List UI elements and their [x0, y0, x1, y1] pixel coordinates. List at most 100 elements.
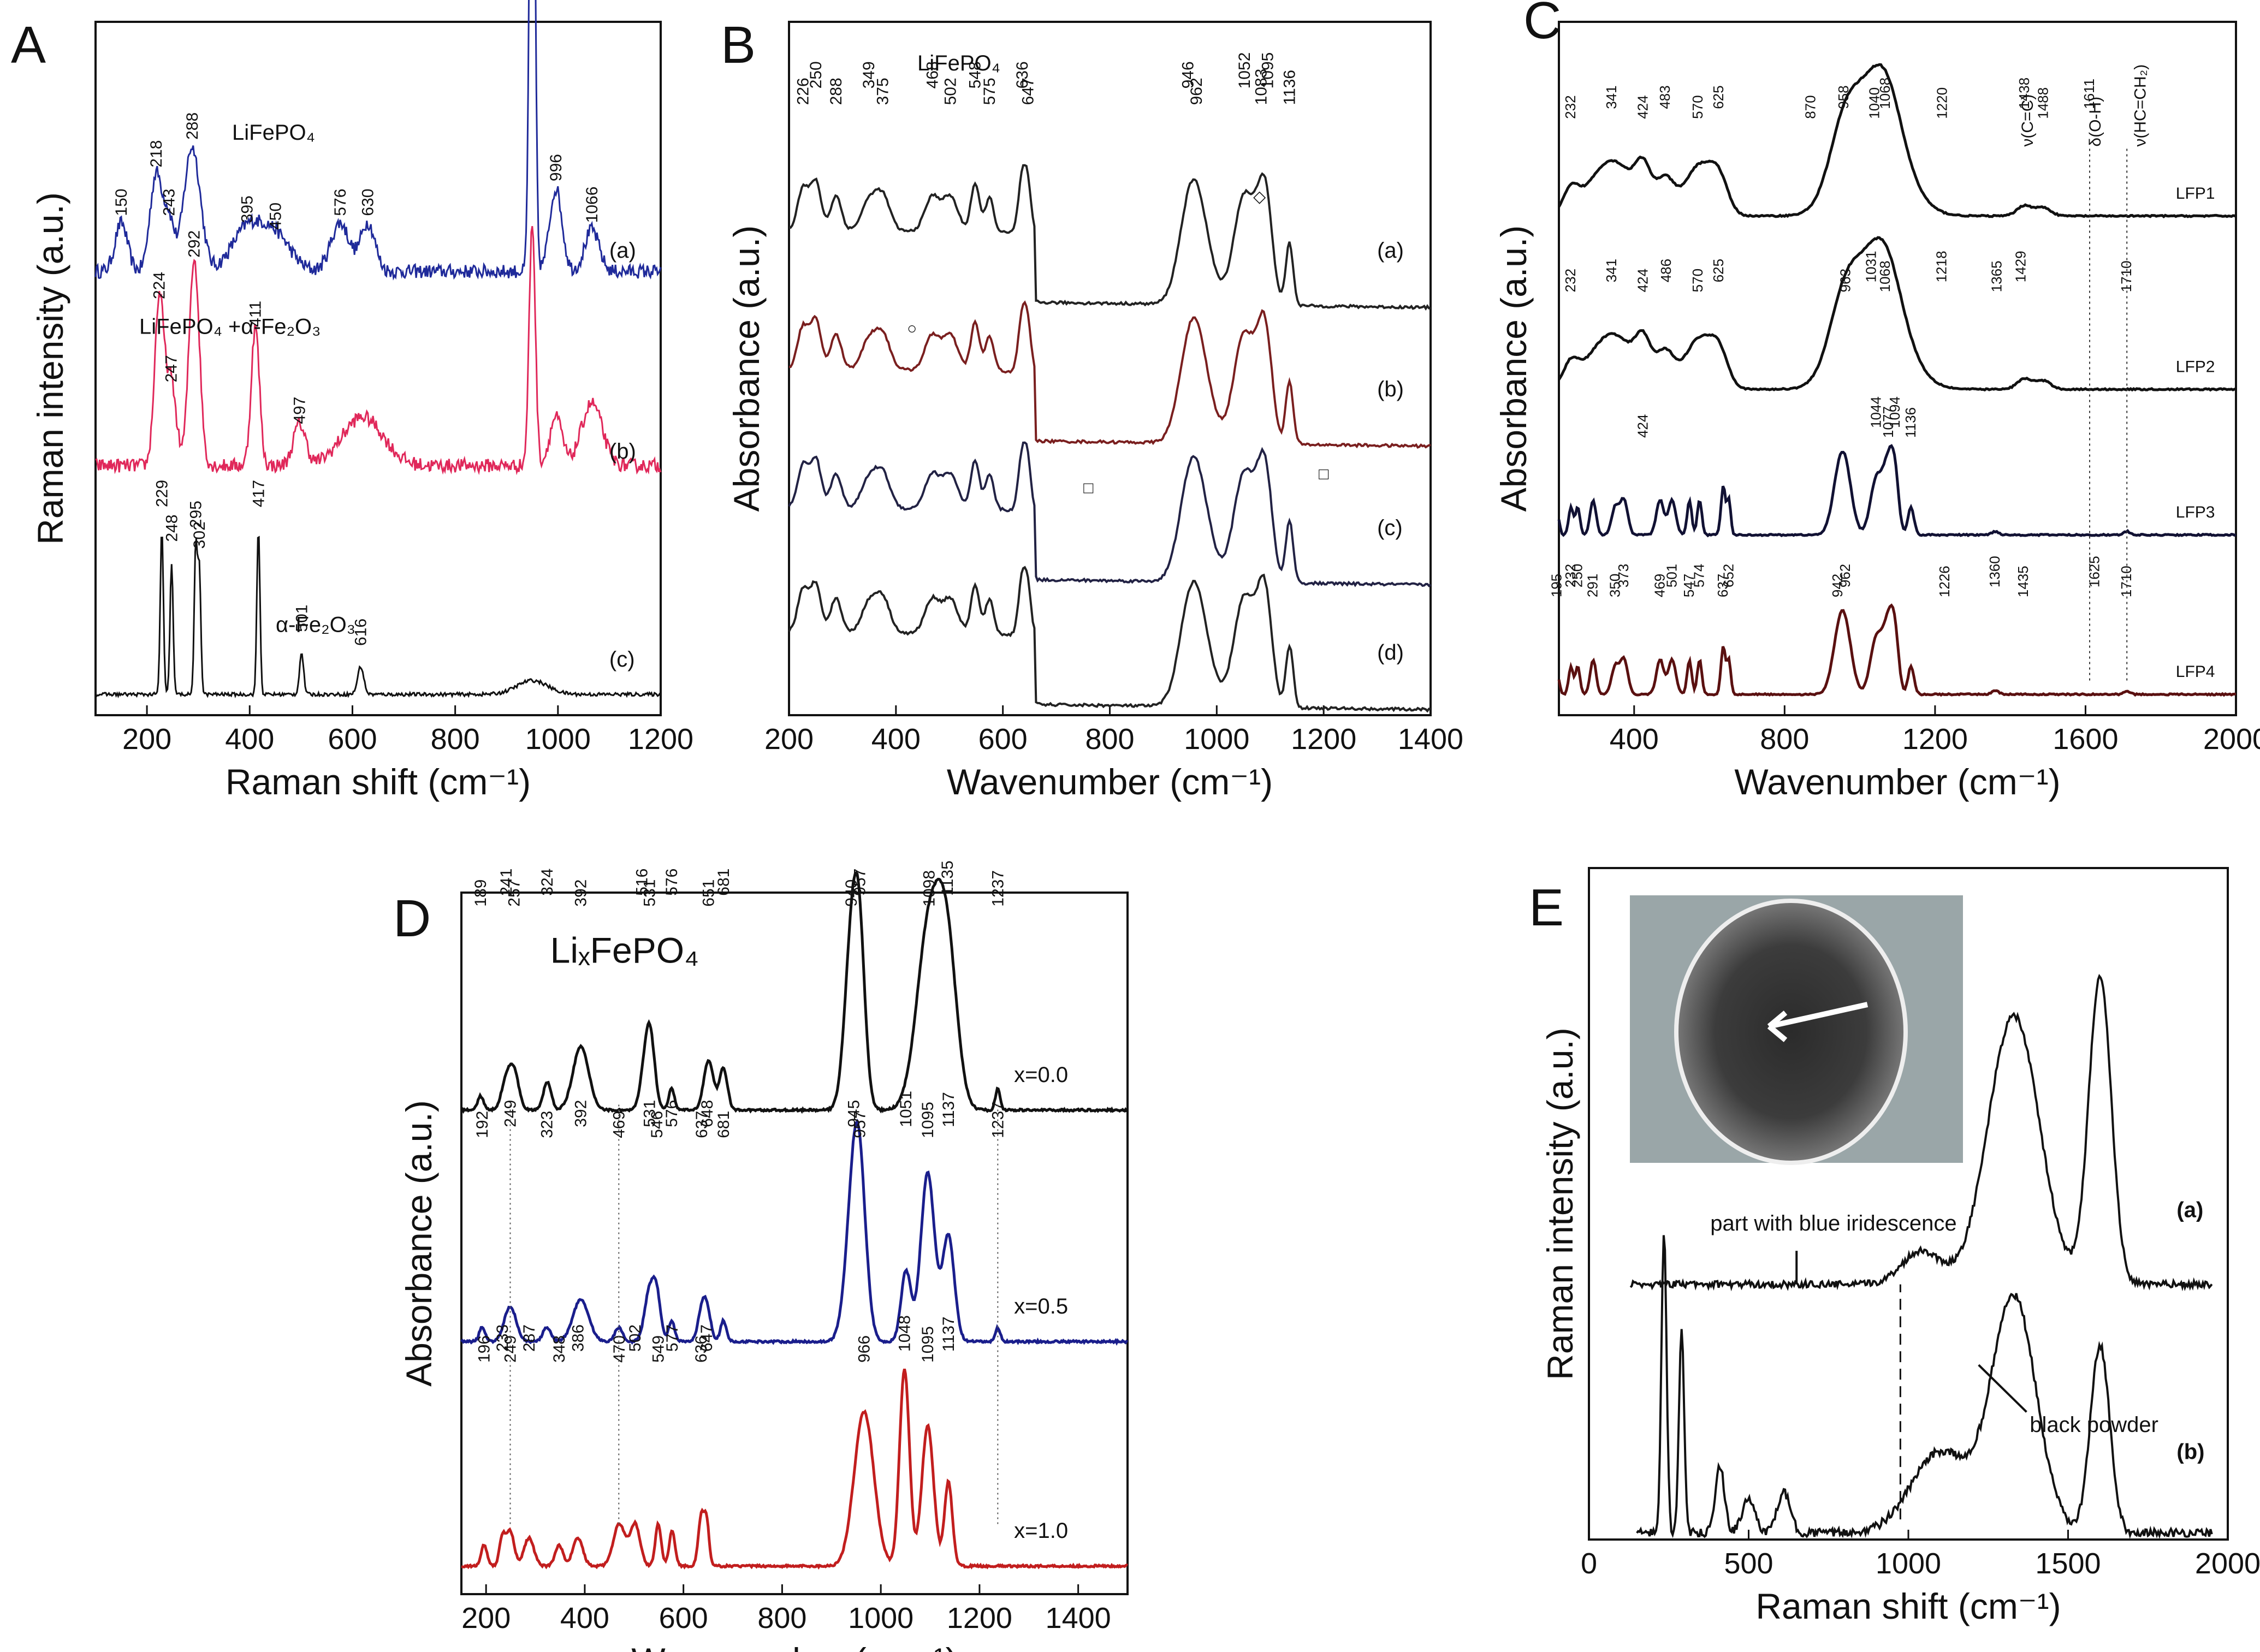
peak-label: 424: [1634, 95, 1651, 118]
peak-label: 248: [163, 514, 181, 542]
peak-label: 1098: [921, 870, 939, 907]
peak-label: 1136: [1281, 70, 1299, 105]
peak-label: 192: [473, 1111, 491, 1138]
peak-label: 232: [1562, 564, 1579, 587]
peak-label: 323: [538, 1111, 556, 1138]
peak-label: 501: [293, 605, 311, 632]
x-tick-label: 1600: [2053, 723, 2118, 756]
peak-label: 195: [1549, 574, 1565, 597]
peak-label: 232: [1562, 95, 1579, 118]
x-tick-label: 1000: [1876, 1547, 1941, 1580]
peak-label: 1048: [896, 1315, 914, 1352]
peak-label: 651: [700, 880, 718, 907]
peak-label: 946: [1179, 61, 1197, 88]
x-tick-label: 400: [1610, 723, 1659, 756]
peak-label: 295: [187, 501, 205, 528]
series-name: x=0.5: [1014, 1294, 1068, 1318]
peak-label: 1066: [583, 187, 601, 223]
inset-arrow: [1768, 1002, 1868, 1029]
peak-label: 547: [1681, 574, 1697, 597]
annotation-label: part with blue iridescence: [1710, 1211, 1956, 1235]
peak-label: 570: [1689, 95, 1706, 118]
series-line-1: [788, 300, 1431, 449]
panel-e: 0 500 1000 1500 2000 Raman shift (cm⁻¹) Raman …: [1529, 867, 2260, 1626]
peak-label: 341: [1603, 85, 1620, 109]
peak-label: 392: [572, 1100, 590, 1127]
series-name: (d): [1377, 640, 1404, 664]
y-axis-label: Absorbance (a.u.): [726, 225, 767, 512]
series-name: LFP2: [2176, 358, 2215, 376]
panel-b: 200 400 600 800 1000 1200 1400 Wavenumber (cm⁻¹…: [721, 16, 1463, 802]
peak-label: 288: [827, 78, 845, 105]
compound-label: LiFePO₄: [232, 121, 315, 145]
peak-label: 350: [1606, 574, 1623, 597]
x-tick-label: 200: [461, 1602, 511, 1635]
peak-label: 1095: [919, 1102, 937, 1138]
peak-label: 424: [1634, 414, 1651, 438]
peak-label: 386: [569, 1324, 587, 1352]
x-tick-label: 0: [1581, 1547, 1597, 1580]
peak-label: 996: [547, 154, 565, 181]
series-line-b: [1636, 1235, 2213, 1540]
peak-label: 411: [247, 301, 265, 327]
peak-label: 962: [1188, 78, 1206, 105]
peak-label: 150: [112, 189, 131, 216]
peak-label: 247: [162, 355, 180, 382]
peak-label: 250: [807, 61, 825, 88]
peak-label: 636: [1013, 61, 1031, 88]
series-name: LFP3: [2176, 503, 2215, 521]
peak-label: 1135: [939, 860, 957, 896]
peak-label: 395: [239, 195, 257, 223]
peak-label: 574: [1691, 564, 1707, 587]
peak-label: 249: [501, 1335, 519, 1363]
peak-label: 576: [663, 869, 681, 896]
peak-label: 681: [715, 1111, 733, 1138]
peak-label: 196: [476, 1335, 494, 1363]
peak-label: 1095: [919, 1326, 937, 1363]
peak-label: 962: [1837, 564, 1853, 587]
peak-label: 531: [640, 880, 659, 907]
peak-label: 486: [1658, 259, 1674, 282]
panel-a: 200 400 600 800 1000 1200 Raman shift (cm⁻¹) Ra…: [11, 0, 693, 802]
peak-label: 958: [1835, 85, 1852, 109]
peak-label: 1360: [1986, 556, 2003, 587]
peak-label: 1220: [1934, 87, 1950, 119]
peak-label: 249: [501, 1100, 519, 1127]
peak-label: 1031: [1862, 251, 1879, 282]
series-name: (a): [609, 239, 636, 263]
peak-label: 288: [183, 112, 201, 140]
series-name: LFP1: [2176, 185, 2215, 203]
peak-label: 349: [860, 61, 878, 88]
peak-label: 257: [506, 880, 524, 907]
x-axis-label: Wavenumber (cm⁻¹): [631, 1641, 957, 1652]
peak-label: 483: [1657, 85, 1673, 109]
peak-label: 424: [1634, 269, 1651, 292]
peak-label: 652: [1720, 564, 1736, 587]
peak-label: 373: [1615, 564, 1632, 587]
x-tick-label: 1400: [1398, 723, 1463, 756]
panel-letter: C: [1523, 0, 1561, 50]
x-tick-label: 2000: [2203, 723, 2260, 756]
x-tick-label: 1500: [2035, 1547, 2101, 1580]
plot-frame: [788, 21, 1432, 716]
peak-label: 625: [1710, 259, 1727, 282]
series-line-2: [1557, 444, 2237, 538]
y-axis-label: Raman intensity (a.u.): [1540, 1027, 1580, 1380]
peak-label: 375: [874, 78, 892, 105]
series-line-1: [460, 1119, 1129, 1346]
peak-label: 1611: [2081, 79, 2097, 109]
series-name: (a): [2176, 1198, 2203, 1222]
series-line-3: [1557, 603, 2237, 697]
series-name: LFP4: [2176, 663, 2215, 681]
peak-label: 637: [1715, 574, 1731, 597]
peak-label: 940: [843, 880, 861, 907]
annotation-arrow: [1978, 1364, 2027, 1413]
peak-label: 468: [923, 61, 941, 88]
panel-c: 400 800 1200 1600 2000 Wavenumber (cm⁻¹) Absor…: [1493, 0, 2260, 802]
peak-label: 502: [942, 78, 960, 105]
series-line-0: [788, 164, 1431, 311]
peak-label: 1429: [2013, 251, 2029, 282]
series-line-0: [460, 871, 1128, 1114]
x-tick-label: 400: [871, 723, 921, 756]
